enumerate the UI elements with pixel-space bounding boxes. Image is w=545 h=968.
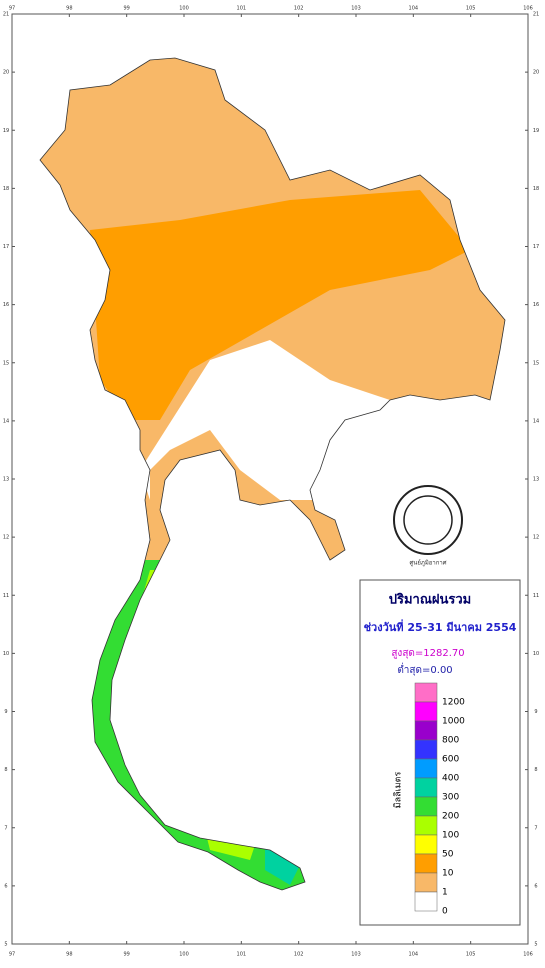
logo-caption: ศูนย์ภูมิอากาศ	[409, 559, 446, 567]
scale-swatch	[414, 872, 438, 893]
lat-label-right: 19	[533, 128, 539, 134]
scale-label: 50	[442, 850, 454, 860]
lat-label-left: 15	[3, 360, 9, 366]
lat-label-right: 15	[533, 360, 539, 366]
lat-label-left: 6	[4, 883, 7, 889]
lat-label-right: 21	[533, 12, 539, 18]
legend-max: สูงสุด=1282.70	[391, 648, 464, 659]
lat-label-right: 14	[533, 418, 539, 424]
lat-label-left: 19	[3, 128, 9, 134]
lon-label-bottom: 106	[523, 952, 533, 958]
lat-label-left: 21	[3, 12, 9, 18]
lat-label-right: 8	[534, 767, 537, 773]
lat-label-left: 5	[4, 942, 7, 948]
lon-label-bottom: 100	[179, 952, 189, 958]
scale-label: 600	[442, 755, 459, 765]
lat-label-right: 11	[533, 593, 539, 599]
scale-swatch	[414, 777, 438, 798]
lat-label-left: 20	[3, 70, 9, 76]
scale-swatch	[414, 815, 438, 836]
legend-box	[359, 579, 521, 926]
lon-label-top: 99	[123, 6, 129, 12]
lat-label-left: 13	[3, 477, 9, 483]
lat-label-right: 10	[533, 651, 539, 657]
legend-unit: มิลลิเมตร	[393, 772, 404, 809]
scale-swatch	[414, 834, 438, 855]
lon-label-top: 104	[409, 6, 419, 12]
logo-inner	[403, 495, 453, 545]
lat-label-right: 5	[534, 942, 537, 948]
scale-label: 800	[442, 736, 459, 746]
scale-swatch	[414, 891, 438, 912]
scale-label: 400	[442, 774, 459, 784]
coordinate-ticks: 9797989899991001001011011021021031031041…	[3, 6, 539, 958]
lat-label-left: 17	[3, 244, 9, 250]
country-outline	[39, 57, 506, 891]
lat-label-right: 9	[534, 709, 537, 715]
lat-label-right: 17	[533, 244, 539, 250]
scale-label: 200	[442, 812, 459, 822]
lon-label-bottom: 99	[123, 952, 129, 958]
legend: ปริมาณฝนรวม ช่วงวันที่ 25-31 มีนาคม 2554…	[359, 579, 521, 926]
logo: ศูนย์ภูมิอากาศ	[393, 485, 463, 567]
lon-label-bottom: 97	[9, 952, 15, 958]
lat-label-right: 13	[533, 477, 539, 483]
lat-label-left: 16	[3, 302, 9, 308]
lon-label-top: 101	[237, 6, 247, 12]
lat-label-left: 18	[3, 186, 9, 192]
scale-label: 1200	[442, 698, 465, 708]
lat-label-right: 7	[534, 825, 537, 831]
scale-swatch	[414, 739, 438, 760]
lon-label-bottom: 101	[237, 952, 247, 958]
scale-swatch	[414, 720, 438, 741]
lon-label-top: 106	[523, 6, 533, 12]
lon-label-bottom: 102	[294, 952, 304, 958]
scale-swatch	[414, 796, 438, 817]
scale-label: 100	[442, 831, 459, 841]
lon-label-bottom: 103	[351, 952, 361, 958]
lon-label-top: 102	[294, 6, 304, 12]
lat-label-left: 9	[4, 709, 7, 715]
scale-label: 300	[442, 793, 459, 803]
lon-label-bottom: 98	[66, 952, 72, 958]
lon-label-top: 97	[9, 6, 15, 12]
legend-min: ต่ำสุด=0.00	[397, 662, 452, 676]
legend-title: ปริมาณฝนรวม	[389, 593, 472, 608]
lat-label-right: 16	[533, 302, 539, 308]
lon-label-bottom: 104	[409, 952, 419, 958]
lon-label-top: 100	[179, 6, 189, 12]
scale-swatch	[414, 853, 438, 874]
lat-label-right: 6	[534, 883, 537, 889]
lat-label-left: 10	[3, 651, 9, 657]
lat-label-left: 11	[3, 593, 9, 599]
scale-swatch	[414, 682, 438, 703]
lat-label-left: 12	[3, 535, 9, 541]
scale-label: 1000	[442, 717, 465, 727]
scale-label: 0	[442, 907, 448, 917]
scale-label: 1	[442, 888, 448, 898]
lat-label-right: 20	[533, 70, 539, 76]
scale-swatch	[414, 701, 438, 722]
lat-label-left: 14	[3, 418, 9, 424]
lat-label-left: 8	[4, 767, 7, 773]
lat-label-right: 18	[533, 186, 539, 192]
scale-label: 10	[442, 869, 454, 879]
scale-swatch	[414, 758, 438, 779]
lon-label-bottom: 105	[466, 952, 476, 958]
legend-period: ช่วงวันที่ 25-31 มีนาคม 2554	[364, 619, 517, 634]
lat-label-left: 7	[4, 825, 7, 831]
lat-label-right: 12	[533, 535, 539, 541]
lon-label-top: 98	[66, 6, 72, 12]
lon-label-top: 105	[466, 6, 476, 12]
lon-label-top: 103	[351, 6, 361, 12]
